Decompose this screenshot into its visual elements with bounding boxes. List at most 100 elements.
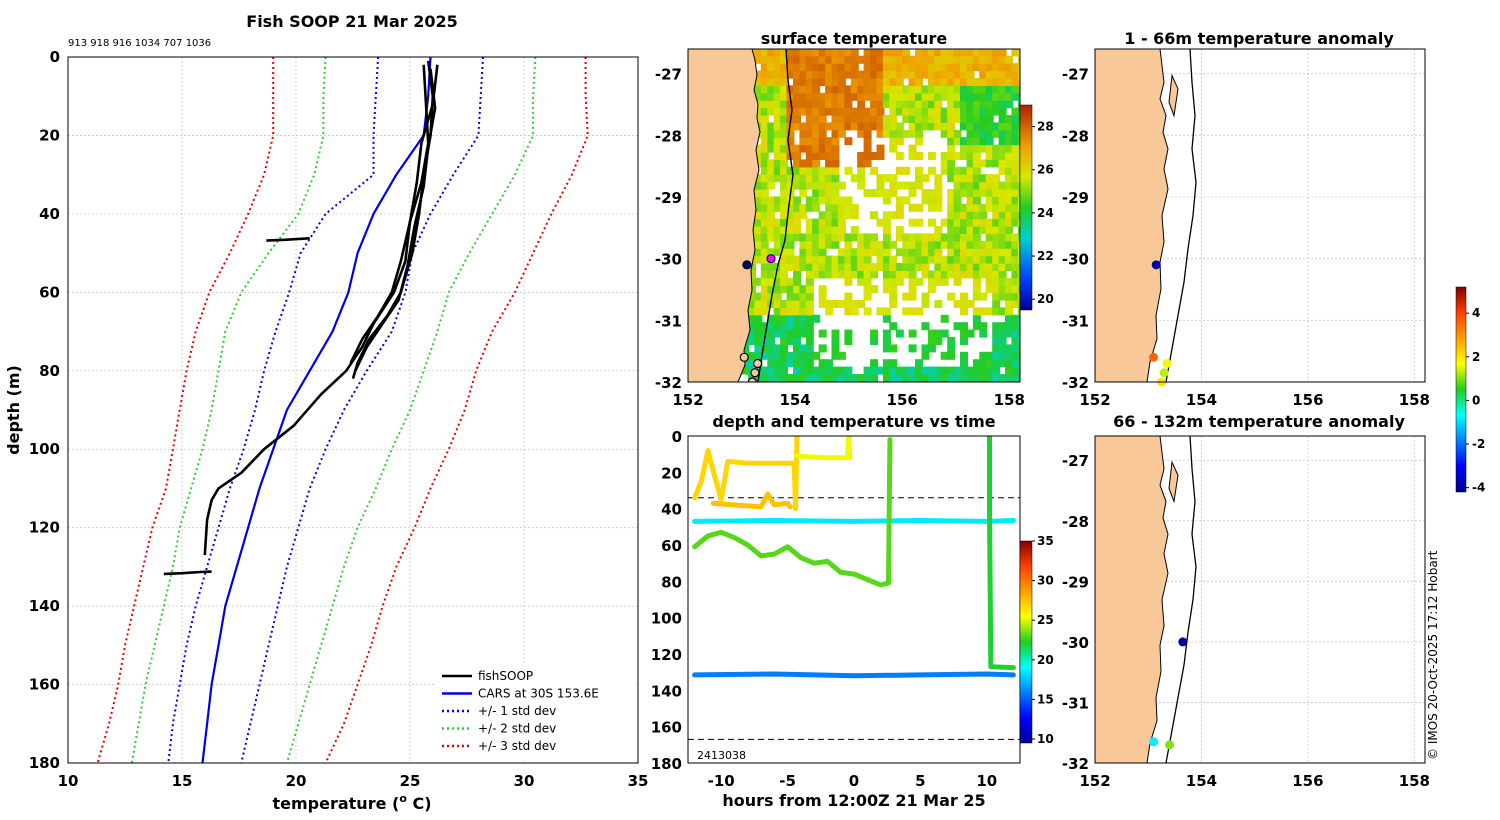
sst-cell bbox=[940, 115, 949, 123]
sst-cell bbox=[780, 196, 789, 205]
sst-cell bbox=[1011, 78, 1020, 86]
sst-cell bbox=[960, 107, 968, 116]
sst-cell bbox=[786, 107, 795, 116]
sst-cell bbox=[850, 248, 859, 257]
sst-cell bbox=[837, 270, 846, 279]
sst-cell bbox=[1005, 196, 1013, 205]
sst-cell bbox=[1011, 351, 1020, 360]
sst-cell bbox=[850, 374, 859, 382]
sst-cell bbox=[915, 129, 923, 138]
sst-cell bbox=[760, 240, 769, 249]
sst-cell bbox=[780, 270, 789, 279]
sst-cell bbox=[979, 226, 988, 234]
sst-cell bbox=[966, 203, 975, 212]
sst-cell bbox=[870, 152, 879, 160]
sst-cell bbox=[786, 70, 795, 79]
sst-cell bbox=[1011, 107, 1020, 116]
sst-cell bbox=[927, 277, 936, 286]
sst-cell bbox=[1017, 92, 1020, 101]
profile-series-fish bbox=[163, 570, 212, 576]
sst-cell bbox=[940, 366, 949, 375]
sst-cell bbox=[972, 63, 981, 72]
legend-label: +/- 3 std dev bbox=[478, 739, 556, 753]
sst-cell bbox=[805, 366, 814, 375]
sst-cell bbox=[793, 85, 801, 94]
sst-cell bbox=[1011, 115, 1020, 123]
sst-cell bbox=[786, 85, 795, 94]
sst-cell bbox=[818, 359, 827, 368]
anomaly-xtick-label: 152 bbox=[1079, 772, 1110, 790]
sst-cell bbox=[870, 189, 879, 197]
sst-cell bbox=[767, 166, 776, 175]
sst-cell bbox=[1011, 85, 1020, 94]
sst-cell bbox=[979, 322, 988, 331]
sst-cell bbox=[1011, 329, 1020, 338]
sst-cell bbox=[998, 285, 1007, 294]
sst-cell bbox=[902, 181, 911, 190]
sst-cell bbox=[850, 203, 859, 212]
sst-cell bbox=[972, 263, 981, 271]
sst-cell bbox=[927, 107, 936, 116]
sst-cell bbox=[831, 211, 840, 220]
sst-cell bbox=[908, 255, 917, 264]
sst-cell bbox=[799, 300, 808, 308]
sst-cell bbox=[844, 85, 853, 94]
sst-cell bbox=[882, 263, 891, 271]
sst-cell bbox=[773, 196, 782, 205]
sst-cell bbox=[799, 292, 808, 301]
sst-cell bbox=[966, 374, 975, 382]
sst-cell bbox=[953, 85, 962, 94]
sst-ytick-label: -29 bbox=[655, 189, 682, 207]
sst-cell bbox=[992, 181, 1001, 190]
sst-cell bbox=[760, 211, 769, 220]
sst-cell bbox=[1011, 359, 1020, 368]
sst-cell bbox=[1005, 166, 1013, 175]
profile-series-fish bbox=[351, 60, 435, 379]
sst-cell bbox=[837, 226, 846, 234]
sst-cell bbox=[793, 226, 801, 234]
sst-cell bbox=[754, 307, 763, 316]
sst-cell bbox=[844, 211, 853, 220]
sst-cell bbox=[895, 85, 904, 94]
sst-cell bbox=[882, 92, 891, 101]
sst-colorbar-label: 28 bbox=[1037, 120, 1054, 134]
sst-cell bbox=[767, 337, 776, 345]
sst-cell bbox=[934, 70, 943, 79]
sst-cell bbox=[1005, 240, 1013, 249]
sst-cell bbox=[876, 366, 885, 375]
sst-cell bbox=[754, 85, 763, 94]
sst-cell bbox=[793, 63, 801, 72]
sst-cell bbox=[902, 100, 911, 109]
sst-cell bbox=[985, 263, 994, 271]
sst-cell bbox=[857, 166, 866, 175]
sst-cell bbox=[818, 226, 827, 234]
sst-cell bbox=[908, 152, 917, 160]
sst-cell bbox=[998, 122, 1007, 131]
sst-cell bbox=[1005, 248, 1013, 257]
sst-cell bbox=[831, 226, 840, 234]
sst-cell bbox=[767, 263, 776, 271]
sst-cell bbox=[863, 366, 872, 375]
sst-cell bbox=[992, 203, 1001, 212]
sst-cell bbox=[799, 248, 808, 257]
sst-cell bbox=[850, 307, 859, 316]
sst-cell bbox=[979, 122, 988, 131]
sst-cell bbox=[863, 307, 872, 316]
sst-cell bbox=[947, 63, 956, 72]
sst-cell bbox=[786, 307, 795, 316]
sst-cell bbox=[837, 218, 846, 227]
sst-cell bbox=[837, 92, 846, 101]
sst-cell bbox=[966, 166, 975, 175]
sst-cell bbox=[780, 255, 789, 264]
sst-cell bbox=[1017, 129, 1020, 138]
sst-cell bbox=[825, 270, 834, 279]
sst-cell bbox=[1011, 285, 1020, 294]
sst-cell bbox=[947, 344, 956, 353]
profile-panel: Fish SOOP 21 Mar 2025 913 918 916 1034 7… bbox=[4, 12, 648, 813]
sst-cell bbox=[760, 329, 769, 338]
sst-cell bbox=[940, 314, 949, 323]
sst-cell bbox=[844, 329, 853, 338]
sst-colorbar-label: 26 bbox=[1037, 163, 1054, 177]
sst-cell bbox=[998, 107, 1007, 116]
sst-cell bbox=[831, 337, 840, 345]
